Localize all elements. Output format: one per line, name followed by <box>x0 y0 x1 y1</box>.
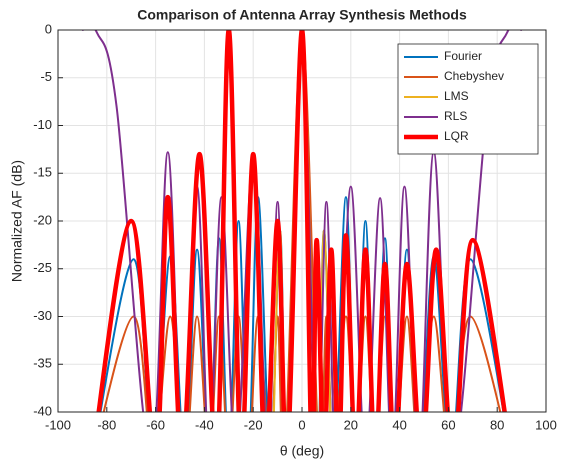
y-tick-label: -5 <box>40 69 52 84</box>
x-tick-label: -60 <box>146 417 165 432</box>
y-tick-label: -20 <box>33 212 52 227</box>
x-tick-label: 80 <box>490 417 504 432</box>
y-tick-label: -10 <box>33 117 52 132</box>
y-tick-label: -40 <box>33 403 52 418</box>
x-tick-label: -20 <box>244 417 263 432</box>
x-tick-label: -100 <box>45 417 71 432</box>
y-axis-label: Normalized AF (dB) <box>9 160 25 282</box>
series-line <box>96 30 507 412</box>
y-tick-label: -30 <box>33 308 52 323</box>
legend-label: Chebyshev <box>444 69 504 83</box>
y-tick-label: -35 <box>33 356 52 371</box>
x-tick-label: -80 <box>97 417 116 432</box>
legend: Fourier Chebyshev LMS RLS LQR <box>397 43 539 155</box>
x-tick-label: 20 <box>344 417 358 432</box>
x-tick-label: 100 <box>535 417 557 432</box>
y-tick-label: -15 <box>33 165 52 180</box>
series-line <box>102 30 502 412</box>
legend-label: LMS <box>444 89 469 103</box>
x-tick-label: 40 <box>392 417 406 432</box>
legend-label: Fourier <box>444 49 482 63</box>
legend-label: LQR <box>444 129 469 143</box>
x-axis-label: θ (deg) <box>280 443 324 459</box>
x-tick-label: -40 <box>195 417 214 432</box>
chart-title: Comparison of Antenna Array Synthesis Me… <box>137 7 467 23</box>
legend-label: RLS <box>444 109 467 123</box>
x-tick-label: 60 <box>441 417 455 432</box>
x-tick-label: 0 <box>298 417 305 432</box>
y-tick-label: -25 <box>33 260 52 275</box>
y-tick-label: 0 <box>45 21 52 36</box>
